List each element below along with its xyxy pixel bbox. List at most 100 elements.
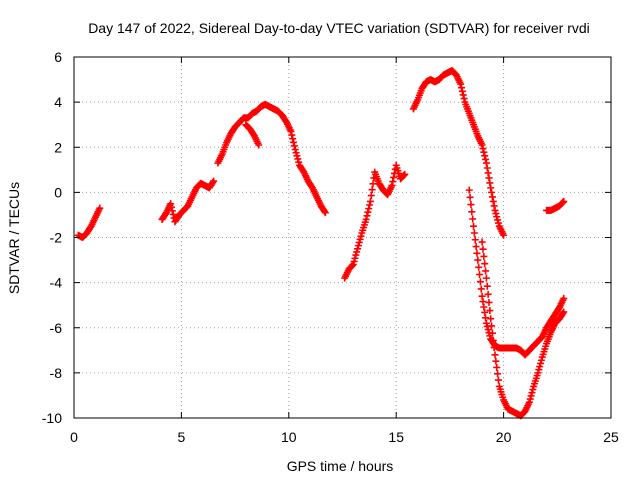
data-point	[560, 294, 568, 302]
data-point-interp	[484, 169, 492, 177]
data-point-interp	[488, 329, 496, 337]
series-2	[158, 177, 218, 226]
data-point-interp	[484, 290, 492, 298]
data-point-interp	[468, 208, 476, 216]
data-point-interp	[485, 174, 493, 182]
data-point-interp	[483, 164, 491, 172]
chart-title: Day 147 of 2022, Sidereal Day-to-day VTE…	[88, 20, 590, 36]
data-point-interp	[490, 202, 498, 210]
data-point-interp	[479, 298, 487, 306]
data-point-interp	[477, 285, 485, 293]
data-point-interp	[479, 245, 487, 253]
data-point-interp	[485, 298, 493, 306]
data-point-interp	[486, 179, 494, 187]
data-point-interp	[494, 216, 502, 224]
data-point-interp	[471, 236, 479, 244]
series-7	[465, 186, 568, 359]
y-tick-label: -6	[50, 320, 63, 336]
series-3	[214, 100, 329, 217]
data-point-interp	[476, 278, 484, 286]
data-point	[401, 170, 409, 178]
data-point-interp	[467, 201, 475, 209]
data-point	[255, 141, 263, 149]
y-tick-label: -2	[50, 230, 63, 246]
data-point	[354, 245, 362, 253]
y-tick-label: 4	[54, 94, 62, 110]
data-point-interp	[490, 344, 498, 352]
data-point-interp	[559, 309, 567, 317]
series-6	[409, 67, 508, 239]
data-point-interp	[292, 149, 300, 157]
data-point-interp	[470, 229, 478, 237]
data-point	[478, 292, 486, 300]
data-point-interp	[481, 260, 489, 268]
data-point-interp	[480, 252, 488, 260]
data-point-interp	[535, 366, 543, 374]
data-point-interp	[459, 91, 467, 99]
x-tick-label: 15	[388, 429, 404, 445]
data-point-interp	[365, 205, 373, 213]
y-tick-label: -10	[42, 410, 62, 426]
data-point	[210, 177, 218, 185]
data-point	[366, 197, 374, 205]
data-point-interp	[168, 207, 176, 215]
data-point-interp	[484, 326, 492, 334]
data-point	[482, 319, 490, 327]
data-point-interp	[483, 282, 491, 290]
grid-layer	[74, 57, 611, 418]
data-point-interp	[488, 188, 496, 196]
data-point	[560, 308, 568, 316]
data-point-interp	[368, 186, 376, 194]
data-point	[321, 209, 329, 217]
data-point	[287, 127, 295, 135]
data-point	[478, 141, 486, 149]
data-point-interp	[168, 203, 176, 211]
data-point-interp	[353, 248, 361, 256]
data-point-interp	[294, 155, 302, 163]
tick-layer	[73, 56, 612, 419]
data-point-interp	[169, 210, 177, 218]
series-4	[242, 121, 263, 149]
data-point-interp	[357, 232, 365, 240]
data-point-interp	[537, 356, 545, 364]
data-point-interp	[482, 155, 490, 163]
data-point-interp	[481, 308, 489, 316]
x-tick-label: 25	[603, 429, 619, 445]
data-point-interp	[479, 145, 487, 153]
data-point-interp	[480, 303, 488, 311]
data-point-interp	[366, 201, 374, 209]
data-point-interp	[529, 386, 537, 394]
data-point-interp	[352, 251, 360, 259]
data-point-interp	[472, 243, 480, 251]
data-point	[465, 186, 473, 194]
x-tick-label: 5	[178, 429, 186, 445]
data-point-interp	[559, 198, 567, 206]
y-tick-label: 6	[54, 49, 62, 65]
series-5	[341, 161, 409, 282]
data-point-interp	[363, 212, 371, 220]
data-point	[167, 200, 175, 208]
data-point-interp	[480, 148, 488, 156]
data-point	[534, 369, 542, 377]
data-point	[487, 315, 495, 323]
data-point	[362, 215, 370, 223]
data-point-interp	[350, 257, 358, 265]
y-tick-label: 2	[54, 139, 62, 155]
data-point-interp	[488, 322, 496, 330]
data-point-interp	[295, 158, 303, 166]
data-point-interp	[537, 359, 545, 367]
data-point-interp	[494, 376, 502, 384]
data-point-interp	[367, 192, 375, 200]
data-point	[500, 231, 508, 239]
data-point-interp	[526, 395, 534, 403]
data-point-interp	[389, 178, 397, 186]
data-point-interp	[475, 263, 483, 271]
data-point	[491, 351, 499, 359]
data-point-interp	[492, 357, 500, 365]
data-point-interp	[290, 138, 298, 146]
x-tick-label: 0	[70, 429, 78, 445]
data-point-interp	[494, 370, 502, 378]
data-point-interp	[481, 152, 489, 160]
